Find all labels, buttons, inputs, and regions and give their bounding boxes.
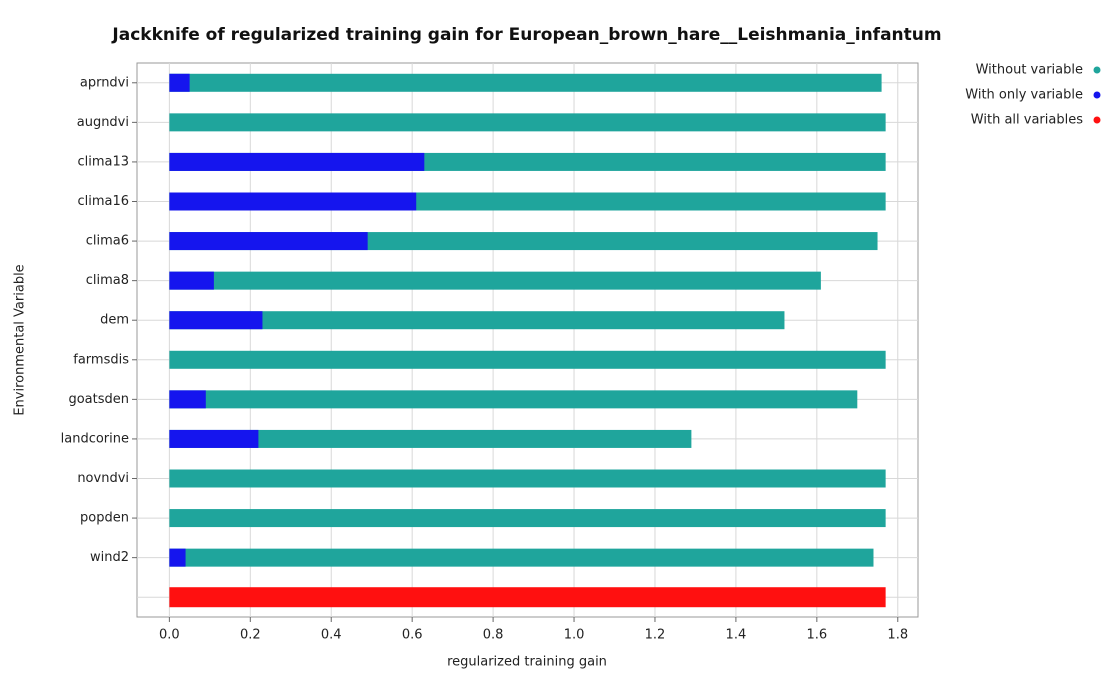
bar [169, 390, 858, 409]
bar [169, 350, 886, 369]
bar [169, 113, 886, 132]
y-tick-label: clima16 [77, 194, 129, 209]
legend-label: With only variable [965, 88, 1083, 103]
bar [169, 152, 425, 171]
y-tick-label: wind2 [90, 550, 129, 565]
y-tick-label: clima13 [77, 154, 129, 169]
bar [169, 390, 206, 409]
x-tick-label: 0.4 [321, 628, 342, 643]
x-tick-label: 1.4 [726, 628, 747, 643]
x-tick-label: 0.8 [483, 628, 504, 643]
bar [169, 509, 886, 528]
plot-frame [136, 62, 919, 618]
bar [169, 429, 259, 448]
y-tick-label: dem [100, 313, 129, 328]
x-tick-label: 0.6 [402, 628, 423, 643]
legend-label: Without variable [976, 63, 1083, 78]
x-tick-label: 1.8 [887, 628, 908, 643]
bar [169, 192, 417, 211]
bar [169, 232, 368, 251]
bar [169, 271, 821, 290]
y-tick-label: novndvi [77, 471, 129, 486]
x-tick-label: 0.0 [159, 628, 180, 643]
bar [169, 429, 692, 448]
x-axis-label: regularized training gain [447, 655, 607, 670]
x-tick-label: 1.2 [645, 628, 666, 643]
y-tick-label: augndvi [77, 115, 129, 130]
bar [169, 548, 874, 567]
legend-swatch [1093, 91, 1101, 99]
y-tick-label: goatsden [68, 392, 129, 407]
y-axis-label: Environmental Variable [13, 264, 28, 415]
chart-title: Jackknife of regularized training gain f… [111, 25, 941, 45]
y-tick-label: farmsdis [73, 352, 129, 367]
bar [169, 73, 882, 92]
legend-swatch [1093, 116, 1101, 124]
bar [169, 73, 190, 92]
bar [169, 311, 785, 330]
y-tick-label: clima8 [86, 273, 129, 288]
bar [169, 587, 886, 608]
x-tick-label: 0.2 [240, 628, 261, 643]
y-tick-label: clima6 [86, 234, 129, 249]
bar [169, 311, 263, 330]
y-tick-label: aprndvi [80, 75, 129, 90]
bar [169, 271, 214, 290]
legend-swatch [1093, 66, 1101, 74]
x-tick-label: 1.0 [564, 628, 585, 643]
x-tick-label: 1.6 [806, 628, 827, 643]
y-tick-label: landcorine [61, 431, 129, 446]
bar [169, 548, 186, 567]
y-tick-label: popden [80, 511, 129, 526]
bar [169, 469, 886, 488]
legend-label: With all variables [971, 113, 1083, 128]
